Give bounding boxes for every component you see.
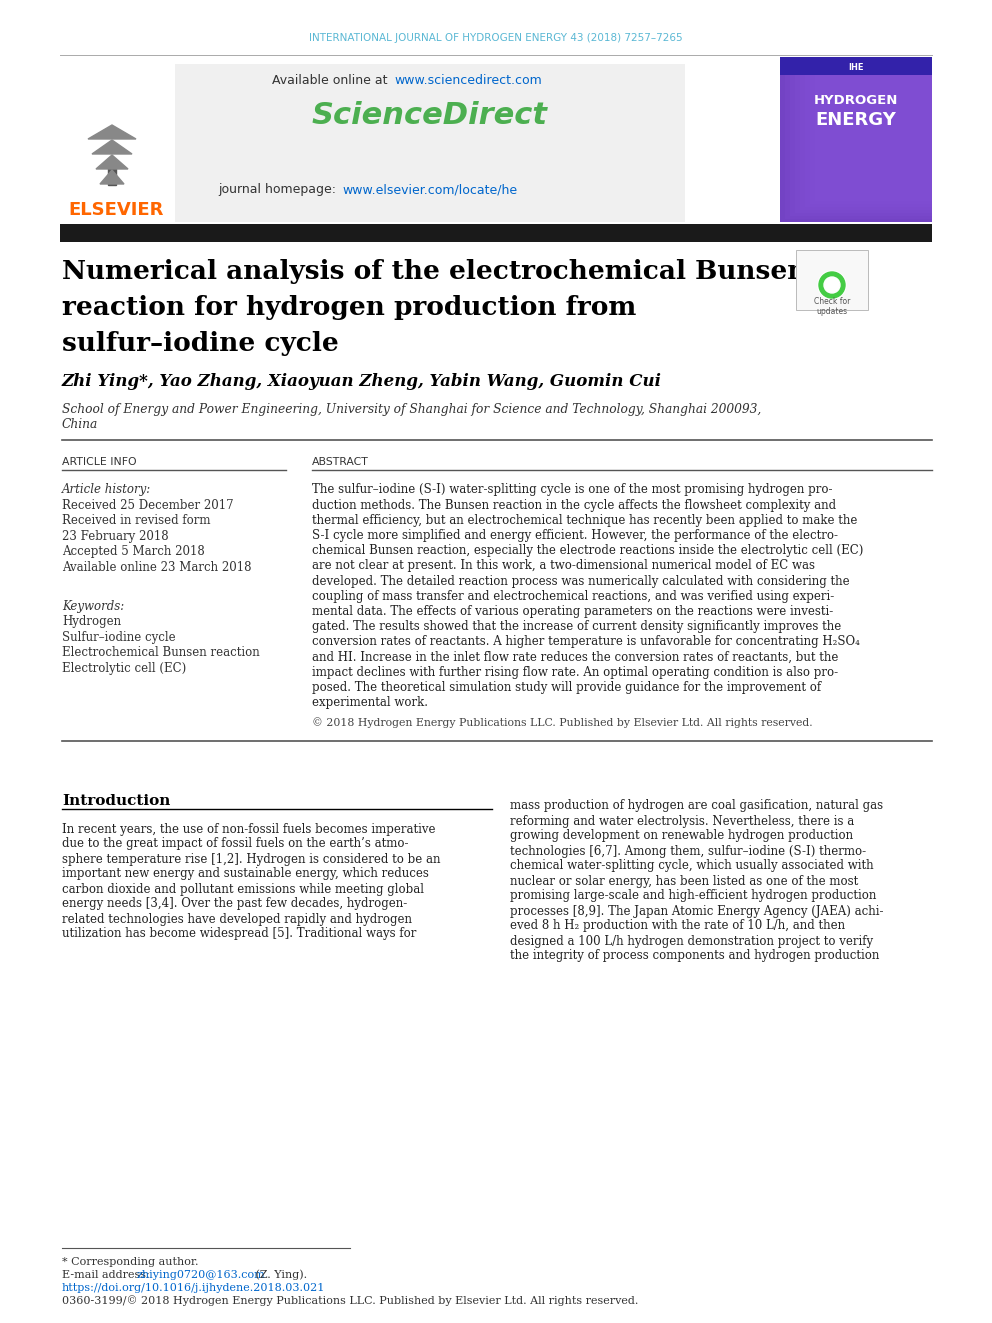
Text: due to the great impact of fossil fuels on the earth’s atmo-: due to the great impact of fossil fuels … xyxy=(62,837,409,851)
Polygon shape xyxy=(100,169,124,184)
Text: https://doi.org/10.1016/j.ijhydene.2018.03.021: https://doi.org/10.1016/j.ijhydene.2018.… xyxy=(62,1283,325,1293)
Text: ENERGY: ENERGY xyxy=(815,111,897,130)
FancyBboxPatch shape xyxy=(810,64,932,204)
Text: S-I cycle more simplified and energy efficient. However, the performance of the : S-I cycle more simplified and energy eff… xyxy=(312,529,838,542)
Text: Available online 23 March 2018: Available online 23 March 2018 xyxy=(62,561,252,574)
Text: Article history:: Article history: xyxy=(62,483,151,496)
FancyBboxPatch shape xyxy=(815,64,932,201)
Circle shape xyxy=(819,273,845,298)
Text: thermal efficiency, but an electrochemical technique has recently been applied t: thermal efficiency, but an electrochemic… xyxy=(312,513,857,527)
Text: processes [8,9]. The Japan Atomic Energy Agency (JAEA) achi-: processes [8,9]. The Japan Atomic Energy… xyxy=(510,905,884,917)
Text: The sulfur–iodine (S-I) water-splitting cycle is one of the most promising hydro: The sulfur–iodine (S-I) water-splitting … xyxy=(312,483,832,496)
Text: ABSTRACT: ABSTRACT xyxy=(312,456,369,467)
Polygon shape xyxy=(92,140,132,153)
Text: ScienceDirect: ScienceDirect xyxy=(312,101,548,130)
Text: energy needs [3,4]. Over the past few decades, hydrogen-: energy needs [3,4]. Over the past few de… xyxy=(62,897,408,910)
Text: the integrity of process components and hydrogen production: the integrity of process components and … xyxy=(510,950,879,963)
Text: reforming and water electrolysis. Nevertheless, there is a: reforming and water electrolysis. Nevert… xyxy=(510,815,854,827)
Text: impact declines with further rising flow rate. An optimal operating condition is: impact declines with further rising flow… xyxy=(312,665,838,679)
Circle shape xyxy=(818,271,846,299)
Text: INTERNATIONAL JOURNAL OF HYDROGEN ENERGY 43 (2018) 7257–7265: INTERNATIONAL JOURNAL OF HYDROGEN ENERGY… xyxy=(310,33,682,44)
Text: coupling of mass transfer and electrochemical reactions, and was verified using : coupling of mass transfer and electroche… xyxy=(312,590,834,603)
Text: growing development on renewable hydrogen production: growing development on renewable hydroge… xyxy=(510,830,853,843)
Text: posed. The theoretical simulation study will provide guidance for the improvemen: posed. The theoretical simulation study … xyxy=(312,681,821,695)
FancyBboxPatch shape xyxy=(795,64,932,213)
Text: chemical Bunsen reaction, especially the electrode reactions inside the electrol: chemical Bunsen reaction, especially the… xyxy=(312,544,863,557)
FancyBboxPatch shape xyxy=(805,64,932,206)
Text: Keywords:: Keywords: xyxy=(62,599,124,613)
FancyBboxPatch shape xyxy=(800,64,932,210)
Text: technologies [6,7]. Among them, sulfur–iodine (S-I) thermo-: technologies [6,7]. Among them, sulfur–i… xyxy=(510,844,866,857)
Text: China: China xyxy=(62,418,98,431)
Text: mental data. The effects of various operating parameters on the reactions were i: mental data. The effects of various oper… xyxy=(312,605,833,618)
Circle shape xyxy=(824,277,840,292)
FancyBboxPatch shape xyxy=(780,64,932,222)
Text: HYDROGEN: HYDROGEN xyxy=(813,94,898,106)
Text: Available online at: Available online at xyxy=(273,74,392,86)
Text: sulfur–iodine cycle: sulfur–iodine cycle xyxy=(62,332,338,356)
Text: 23 February 2018: 23 February 2018 xyxy=(62,531,169,542)
Text: zhiying0720@163.com: zhiying0720@163.com xyxy=(137,1270,266,1279)
Text: experimental work.: experimental work. xyxy=(312,696,428,709)
Polygon shape xyxy=(88,124,136,139)
Text: Accepted 5 March 2018: Accepted 5 March 2018 xyxy=(62,545,204,558)
Text: Zhi Ying*, Yao Zhang, Xiaoyuan Zheng, Yabin Wang, Guomin Cui: Zhi Ying*, Yao Zhang, Xiaoyuan Zheng, Ya… xyxy=(62,373,662,390)
FancyBboxPatch shape xyxy=(60,64,172,222)
Text: Electrochemical Bunsen reaction: Electrochemical Bunsen reaction xyxy=(62,646,260,659)
Text: ARTICLE INFO: ARTICLE INFO xyxy=(62,456,137,467)
Text: related technologies have developed rapidly and hydrogen: related technologies have developed rapi… xyxy=(62,913,412,926)
Text: Hydrogen: Hydrogen xyxy=(62,615,121,628)
FancyBboxPatch shape xyxy=(790,64,932,216)
Text: and HI. Increase in the inlet flow rate reduces the conversion rates of reactant: and HI. Increase in the inlet flow rate … xyxy=(312,651,838,664)
Text: Introduction: Introduction xyxy=(62,794,171,808)
Text: Received 25 December 2017: Received 25 December 2017 xyxy=(62,499,234,512)
Text: (Z. Ying).: (Z. Ying). xyxy=(252,1270,308,1281)
Text: chemical water-splitting cycle, which usually associated with: chemical water-splitting cycle, which us… xyxy=(510,860,874,872)
Text: designed a 100 L/h hydrogen demonstration project to verify: designed a 100 L/h hydrogen demonstratio… xyxy=(510,934,873,947)
FancyBboxPatch shape xyxy=(796,250,868,310)
FancyBboxPatch shape xyxy=(780,57,932,75)
Text: © 2018 Hydrogen Energy Publications LLC. Published by Elsevier Ltd. All rights r: © 2018 Hydrogen Energy Publications LLC.… xyxy=(312,717,812,729)
Polygon shape xyxy=(96,155,128,169)
Text: sphere temperature rise [1,2]. Hydrogen is considered to be an: sphere temperature rise [1,2]. Hydrogen … xyxy=(62,852,440,865)
Text: IHE: IHE xyxy=(848,62,864,71)
Text: In recent years, the use of non-fossil fuels becomes imperative: In recent years, the use of non-fossil f… xyxy=(62,823,435,836)
Text: Numerical analysis of the electrochemical Bunsen: Numerical analysis of the electrochemica… xyxy=(62,259,806,284)
Text: E-mail address:: E-mail address: xyxy=(62,1270,153,1279)
Text: * Corresponding author.: * Corresponding author. xyxy=(62,1257,198,1267)
Text: gated. The results showed that the increase of current density significantly imp: gated. The results showed that the incre… xyxy=(312,620,841,634)
Text: duction methods. The Bunsen reaction in the cycle affects the flowsheet complexi: duction methods. The Bunsen reaction in … xyxy=(312,499,836,512)
Text: Sulfur–iodine cycle: Sulfur–iodine cycle xyxy=(62,631,176,644)
Text: important new energy and sustainable energy, which reduces: important new energy and sustainable ene… xyxy=(62,868,429,881)
Text: eved 8 h H₂ production with the rate of 10 L/h, and then: eved 8 h H₂ production with the rate of … xyxy=(510,919,845,933)
Text: developed. The detailed reaction process was numerically calculated with conside: developed. The detailed reaction process… xyxy=(312,574,849,587)
Text: ELSEVIER: ELSEVIER xyxy=(68,201,164,220)
FancyBboxPatch shape xyxy=(780,64,932,222)
Text: Received in revised form: Received in revised form xyxy=(62,515,210,528)
Text: conversion rates of reactants. A higher temperature is unfavorable for concentra: conversion rates of reactants. A higher … xyxy=(312,635,860,648)
Text: School of Energy and Power Engineering, University of Shanghai for Science and T: School of Energy and Power Engineering, … xyxy=(62,404,761,417)
Text: Electrolytic cell (EC): Electrolytic cell (EC) xyxy=(62,662,186,675)
FancyBboxPatch shape xyxy=(60,224,932,242)
Text: www.elsevier.com/locate/he: www.elsevier.com/locate/he xyxy=(342,184,517,197)
Text: updates: updates xyxy=(816,307,847,316)
Text: utilization has become widespread [5]. Traditional ways for: utilization has become widespread [5]. T… xyxy=(62,927,417,941)
Text: mass production of hydrogen are coal gasification, natural gas: mass production of hydrogen are coal gas… xyxy=(510,799,883,812)
Text: reaction for hydrogen production from: reaction for hydrogen production from xyxy=(62,295,637,320)
Text: promising large-scale and high-efficient hydrogen production: promising large-scale and high-efficient… xyxy=(510,889,876,902)
FancyBboxPatch shape xyxy=(785,64,932,220)
Text: nuclear or solar energy, has been listed as one of the most: nuclear or solar energy, has been listed… xyxy=(510,875,858,888)
Text: carbon dioxide and pollutant emissions while meeting global: carbon dioxide and pollutant emissions w… xyxy=(62,882,424,896)
Text: Check for: Check for xyxy=(813,298,850,307)
Text: www.sciencedirect.com: www.sciencedirect.com xyxy=(394,74,542,86)
Text: journal homepage:: journal homepage: xyxy=(218,184,340,197)
Bar xyxy=(108,165,116,185)
Text: are not clear at present. In this work, a two-dimensional numerical model of EC : are not clear at present. In this work, … xyxy=(312,560,815,573)
FancyBboxPatch shape xyxy=(175,64,685,222)
Text: 0360-3199/© 2018 Hydrogen Energy Publications LLC. Published by Elsevier Ltd. Al: 0360-3199/© 2018 Hydrogen Energy Publica… xyxy=(62,1295,639,1306)
